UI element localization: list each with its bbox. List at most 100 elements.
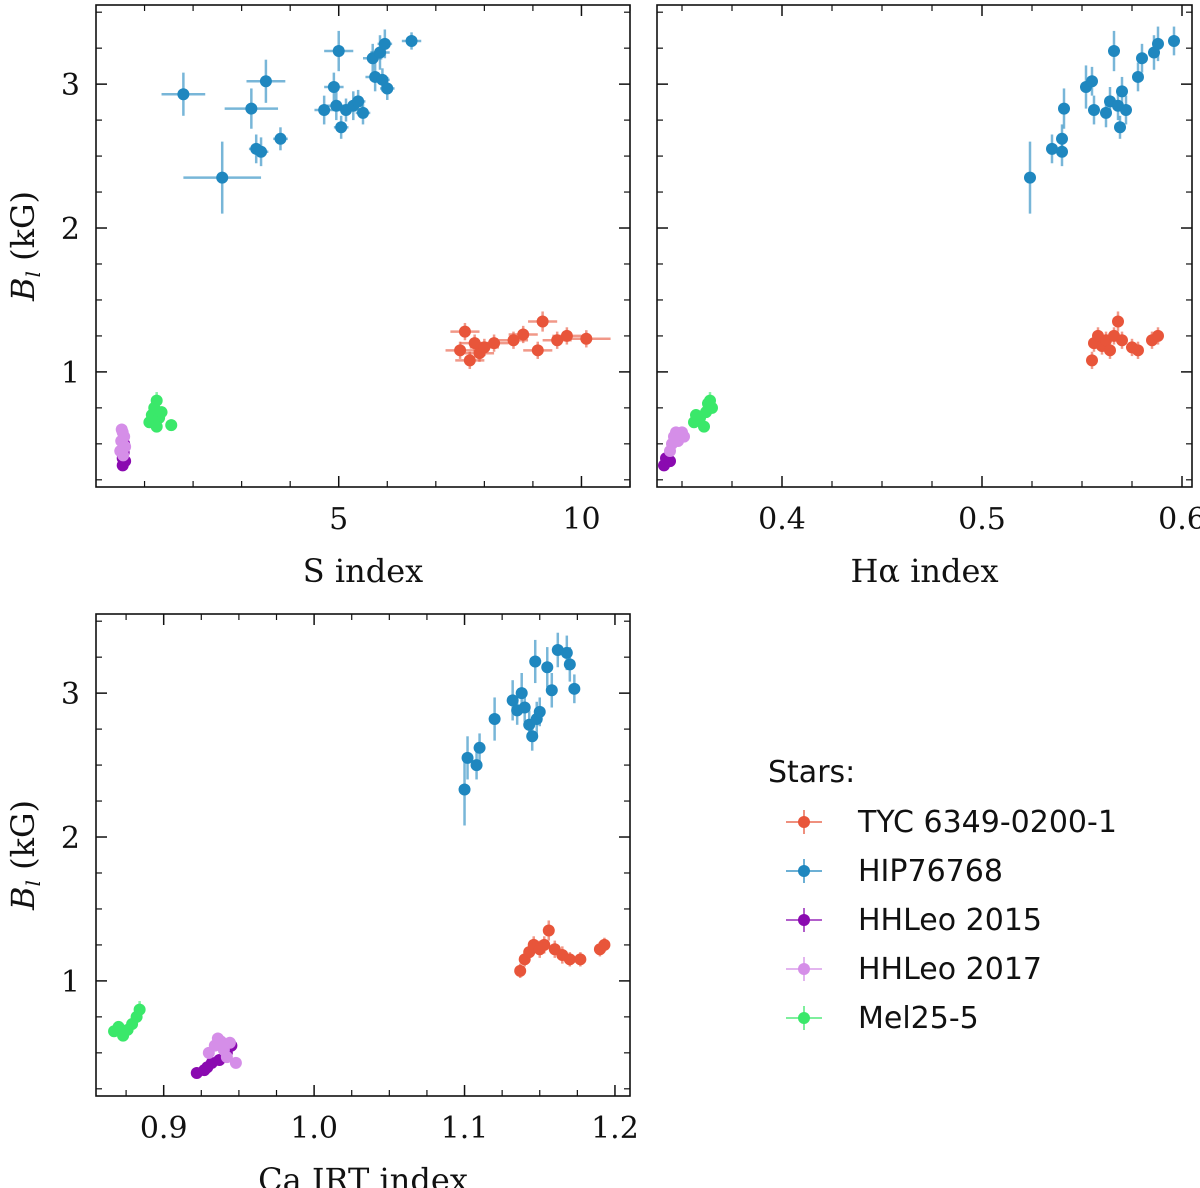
data-point [461,751,474,764]
axes-frame [656,4,1193,488]
panel-halpha-index: 0.4 0.5 0.6 Hα index [656,4,1200,590]
data-point [488,713,501,726]
y-axis-label-subscript: l [21,880,45,886]
y-tick-label: 3 [61,677,80,712]
series-tyc-6349-0200-1 [1086,311,1164,370]
data-point [478,341,491,354]
legend-marker-dot [798,816,810,828]
x-tick-label: 5 [329,502,348,537]
legend: Stars: TYC 6349-0200-1 HIP76768 HHLeo 20… [768,755,1117,1036]
data-point [515,687,528,700]
data-point [1132,70,1144,83]
data-point [488,337,501,350]
y-axis-label-unit: (kG) [4,800,42,880]
data-point [1152,37,1164,50]
data-point [518,701,531,714]
series-mel25-5 [688,392,718,433]
data-point [352,95,365,108]
data-point [458,325,471,338]
data-point [381,82,394,95]
data-point [229,1056,242,1069]
data-point [1116,85,1128,98]
panel-ca-irt-index: 0.9 1.0 1.1 1.2 1 2 3 Ca IRT index Bl (kG) [4,613,639,1188]
data-point [1132,344,1144,357]
data-point [155,406,168,419]
data-point [255,145,268,158]
data-point [318,104,331,117]
data-point [517,328,530,341]
data-point [1168,34,1180,47]
y-tick-label: 1 [61,965,80,1000]
y-tick-label: 2 [61,821,80,856]
data-point [1114,121,1126,134]
data-point [211,1032,224,1045]
data-point [563,953,576,966]
data-point [1056,132,1068,145]
data-point [1112,315,1124,328]
data-point [470,759,483,772]
data-point [259,75,272,88]
data-point [706,401,718,414]
series-hip76768 [1024,26,1180,214]
legend-label: TYC 6349-0200-1 [857,805,1117,840]
data-point [458,783,471,796]
data-point [1056,145,1068,158]
data-point [678,430,690,443]
x-axis-label: S index [303,552,423,590]
legend-label: HHLeo 2015 [858,903,1042,938]
data-point [529,655,542,668]
data-point [473,741,486,754]
data-point [468,337,481,350]
data-point [526,730,539,743]
data-point [1058,102,1070,115]
x-tick-label: 1.1 [441,1111,489,1146]
data-point [405,34,418,47]
x-tick-label: 1.0 [290,1111,338,1146]
data-point [574,953,587,966]
data-point [664,455,676,468]
data-point [330,99,343,112]
data-point [563,658,576,671]
data-point [1152,329,1164,342]
x-tick-label: 0.5 [958,502,1006,537]
data-point [220,1051,233,1064]
data-point [541,661,554,674]
data-point [150,420,163,433]
legend-entry: HHLeo 2015 [786,903,1042,938]
series-hip76768 [161,29,422,214]
x-tick-label: 10 [562,502,600,537]
data-point [598,938,611,951]
data-point [332,45,345,58]
legend-title: Stars: [768,755,855,790]
legend-entry: HHLeo 2017 [786,952,1042,987]
data-point [216,171,229,184]
data-point [165,419,178,432]
series-hip76768 [458,632,581,826]
data-point [551,643,564,656]
data-point [514,964,527,977]
series-hhleo-2017 [202,1032,242,1069]
data-point [1136,52,1148,65]
data-point [560,329,573,342]
legend-entry: Mel25-5 [786,1001,979,1036]
data-point [542,924,555,937]
data-point [507,334,520,347]
data-point [1024,171,1036,184]
data-point [117,449,130,462]
panel-s-index: 5 10 1 2 3 S index Bl (kG) [4,4,631,590]
data-point [454,344,467,357]
legend-marker-dot [798,914,810,926]
data-point [1088,104,1100,117]
data-point [1046,142,1058,155]
series-mel25-5 [143,392,178,433]
data-point [1104,344,1116,357]
data-point [463,354,476,367]
series-hhleo-2017 [664,426,690,458]
data-point [223,1036,236,1049]
data-point [245,102,258,115]
data-point [274,132,287,145]
data-point [177,88,190,101]
data-point [133,1003,146,1016]
legend-label: HIP76768 [858,854,1003,889]
